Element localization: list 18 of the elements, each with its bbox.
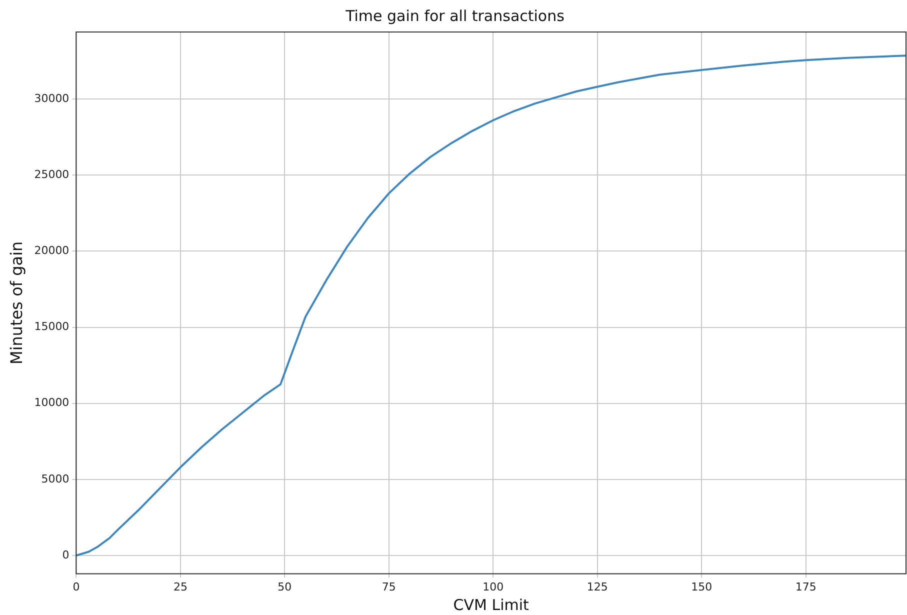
y-tick-label: 20000 — [34, 244, 70, 258]
x-tick-label: 50 — [278, 580, 292, 594]
x-tick-label: 125 — [586, 580, 608, 594]
x-tick-label: 175 — [795, 580, 816, 594]
y-tick-label: 10000 — [34, 396, 70, 410]
chart-title: Time gain for all transactions — [344, 6, 565, 25]
y-tick-label: 25000 — [34, 168, 70, 181]
y-tick-label: 5000 — [41, 472, 70, 486]
x-tick-label: 0 — [72, 580, 80, 594]
y-tick-label: 0 — [62, 548, 70, 562]
y-axis-title: Minutes of gain — [6, 241, 26, 364]
y-tick-label: 15000 — [34, 320, 70, 334]
x-tick-label: 75 — [382, 580, 396, 594]
x-axis-title: CVM Limit — [453, 596, 530, 614]
y-tick-label: 30000 — [34, 92, 70, 105]
x-tick-label: 100 — [482, 580, 504, 594]
x-tick-label: 150 — [691, 580, 712, 594]
x-tick-label: 25 — [173, 580, 188, 594]
